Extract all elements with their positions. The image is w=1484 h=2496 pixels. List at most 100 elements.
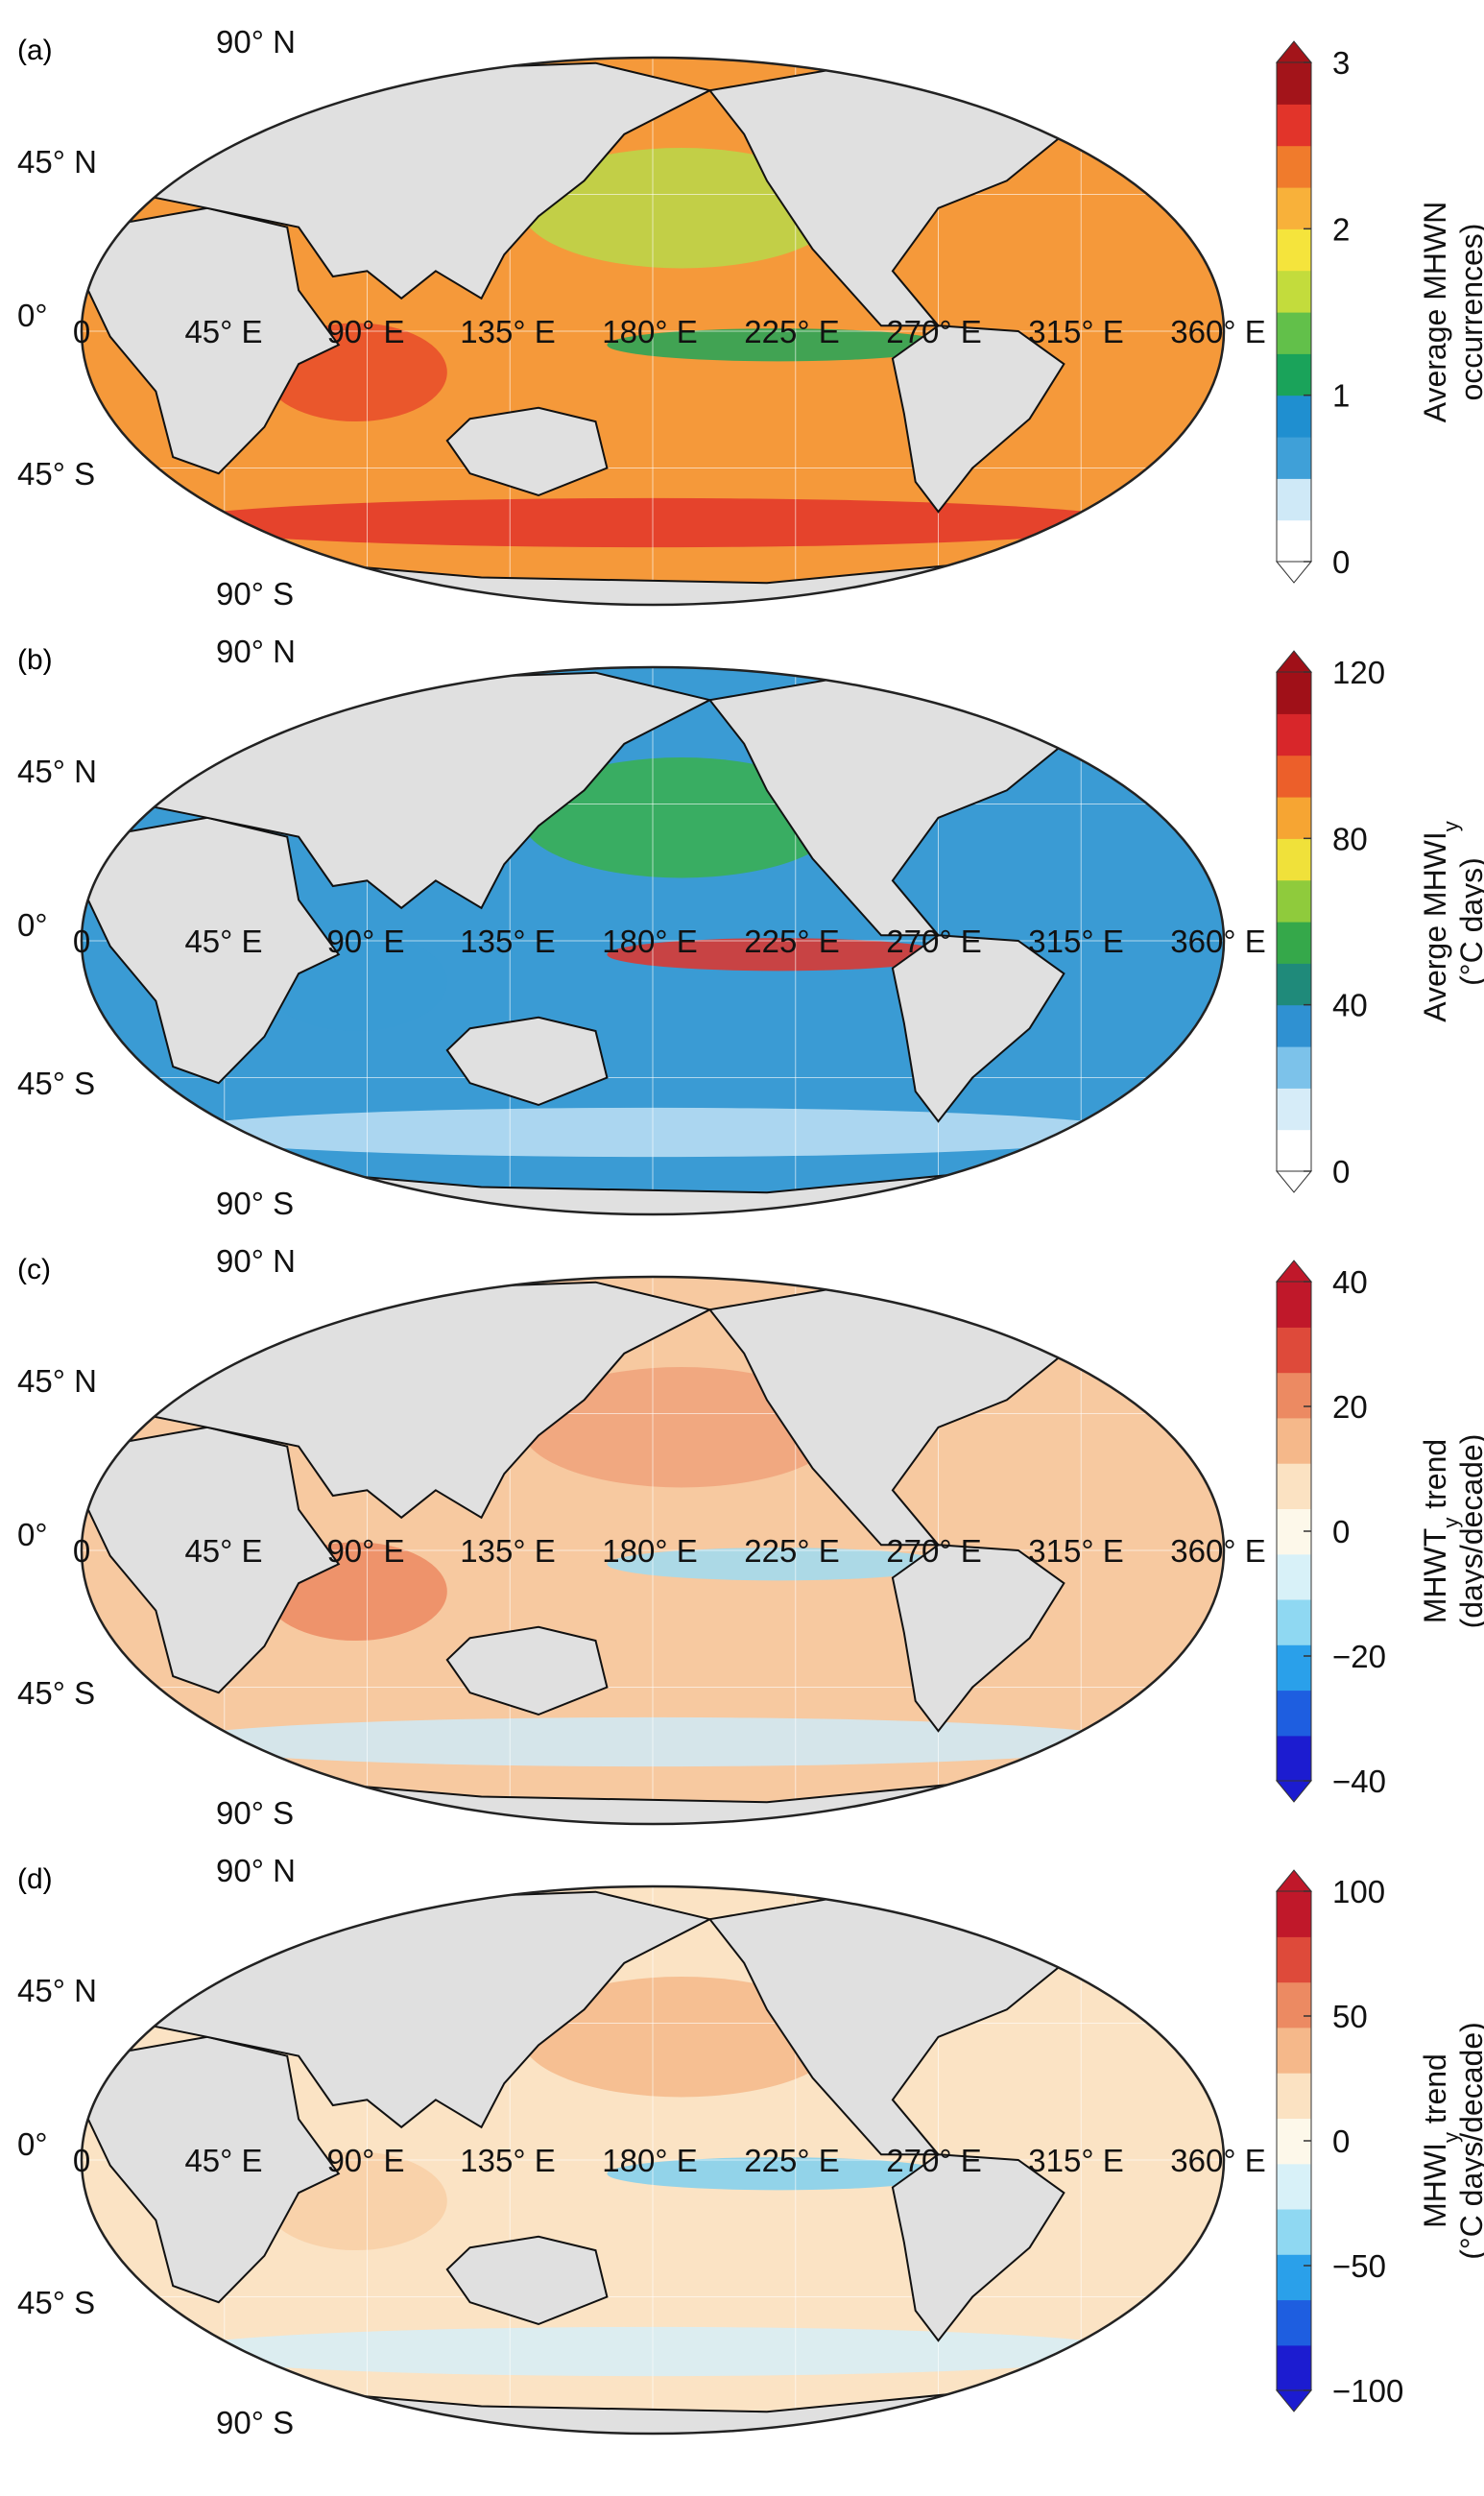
- land-australia: [445, 1625, 609, 1716]
- colorbar-title: MHWTy trend: [1418, 1439, 1463, 1623]
- lon-label: 90° E: [326, 314, 404, 349]
- lon-label: 360° E: [1170, 2143, 1265, 2178]
- land-samerica: [891, 2153, 1065, 2342]
- panel-d: (d) 90° N 45° N 0° 45° S 90° S 0 45° E 90° E 135°…: [17, 1853, 1484, 2440]
- colorbar-segment: [1277, 2073, 1311, 2119]
- lon-label: 180° E: [602, 1533, 697, 1569]
- colorbar-segment: [1277, 922, 1311, 964]
- colorbar-max-cap: [1275, 650, 1313, 673]
- map: [82, 667, 1224, 1214]
- colorbar-segment: [1277, 187, 1311, 229]
- colorbar-segment: [1277, 312, 1311, 354]
- lat-label-45n: 45° N: [17, 754, 97, 789]
- colorbar-segment: [1277, 1553, 1311, 1600]
- colorbar-tick-label: −20: [1332, 1639, 1386, 1674]
- colorbar-segment: [1277, 838, 1311, 881]
- ocean-anomaly-equatorial-pacific: [607, 938, 950, 972]
- panel-label: (b): [17, 644, 53, 676]
- colorbar-tick-label: 3: [1332, 45, 1350, 81]
- colorbar-segment: [1277, 1891, 1311, 1937]
- colorbar-segment: [1277, 2027, 1311, 2074]
- ocean-anomaly-equatorial-pacific: [607, 1548, 950, 1581]
- lat-label-45s: 45° S: [17, 456, 95, 492]
- colorbar-segment: [1277, 104, 1311, 147]
- lat-label-0: 0°: [17, 298, 48, 333]
- colorbar-segment: [1277, 1417, 1311, 1464]
- colorbar-title-tail: trend: [1418, 1439, 1452, 1518]
- lon-label: 0: [73, 314, 90, 349]
- land-africa: [82, 816, 341, 1085]
- colorbar-title-line2: (°C days): [1454, 857, 1484, 986]
- lat-label-45n: 45° N: [17, 144, 97, 180]
- lon-label: 315° E: [1028, 1533, 1123, 1569]
- colorbar-title-line1: MHWI: [1418, 2143, 1452, 2228]
- lat-label-90s: 90° S: [216, 1795, 294, 1831]
- lat-label-45s: 45° S: [17, 1675, 95, 1711]
- colorbar-min-cap: [1275, 2389, 1313, 2412]
- colorbar-tick-label: −100: [1332, 2373, 1403, 2409]
- lon-label: 225° E: [744, 314, 839, 349]
- lon-label: 45° E: [184, 924, 262, 959]
- lon-label: 0: [73, 2143, 90, 2178]
- colorbar-title: MHWIy trend: [1418, 2053, 1463, 2228]
- colorbar-max-cap: [1275, 1869, 1313, 1892]
- colorbar-segment: [1277, 1690, 1311, 1737]
- colorbar-max-cap: [1275, 1260, 1313, 1283]
- colorbar-segment: [1277, 270, 1311, 313]
- lon-label: 180° E: [602, 924, 697, 959]
- colorbar-segment: [1277, 713, 1311, 756]
- colorbar-tick-label: 20: [1332, 1389, 1368, 1425]
- lon-label: 360° E: [1170, 314, 1265, 349]
- colorbar-tick-label: 1: [1332, 378, 1350, 414]
- lat-label-90s: 90° S: [216, 576, 294, 612]
- lat-label-90n: 90° N: [216, 1243, 296, 1279]
- colorbar-title-line1: Averge MHWI: [1418, 831, 1452, 1022]
- lon-label: 90° E: [326, 924, 404, 959]
- colorbar-segment: [1277, 1004, 1311, 1047]
- lon-label: 360° E: [1170, 1533, 1265, 1569]
- colorbar-title-line1: MHWT: [1418, 1528, 1452, 1624]
- colorbar-segment: [1277, 797, 1311, 839]
- map-frame: [80, 56, 1226, 607]
- colorbar-title-sub: y: [1439, 821, 1463, 831]
- colorbar-tick-label: 120: [1332, 655, 1385, 690]
- colorbar-tick-label: 40: [1332, 1264, 1368, 1300]
- lon-label: 0: [73, 1533, 90, 1569]
- lon-label: 45° E: [184, 2143, 262, 2178]
- colorbar-segment: [1277, 1327, 1311, 1374]
- map-frame: [80, 1884, 1226, 2436]
- colorbar-title-sub: y: [1439, 2132, 1463, 2143]
- panel-b: (b) 90° N 45° N 0° 45° S 90° S 0 45° E 90° E 135°…: [17, 634, 1484, 1221]
- lon-label: 180° E: [602, 314, 697, 349]
- colorbar-segment: [1277, 1598, 1311, 1645]
- colorbar-title: Average MHWN: [1418, 202, 1452, 423]
- ocean-anomaly-north-pacific: [521, 1977, 842, 2098]
- lon-label: 225° E: [744, 924, 839, 959]
- colorbar-segment: [1277, 2344, 1311, 2391]
- ocean-anomaly-equatorial-pacific: [607, 2157, 950, 2191]
- lat-label-45s: 45° S: [17, 1066, 95, 1101]
- lon-label: 315° E: [1028, 314, 1123, 349]
- lat-label-90n: 90° N: [216, 24, 296, 60]
- lon-label: 270° E: [886, 924, 981, 959]
- map-frame: [80, 1275, 1226, 1826]
- colorbar-segment: [1277, 228, 1311, 272]
- colorbar-min-cap: [1275, 1780, 1313, 1803]
- panel-c: (c) 90° N 45° N 0° 45° S 90° S 0 45° E 90° E 135°…: [17, 1243, 1484, 1831]
- land-australia: [445, 2235, 609, 2326]
- lon-label: 225° E: [744, 1533, 839, 1569]
- lon-label: 90° E: [326, 1533, 404, 1569]
- panel-label: (d): [17, 1863, 53, 1895]
- colorbar-title-tail: trend: [1418, 2053, 1452, 2132]
- colorbar-tick-label: 40: [1332, 988, 1368, 1023]
- colorbar-segment: [1277, 1372, 1311, 1419]
- colorbar-tick-label: 0: [1332, 1514, 1350, 1549]
- colorbar-segment: [1277, 963, 1311, 1006]
- colorbar-segment: [1277, 1282, 1311, 1328]
- lon-label: 135° E: [460, 924, 555, 959]
- colorbar-max-cap: [1275, 40, 1313, 63]
- colorbar-segment: [1277, 1088, 1311, 1131]
- lon-label: 45° E: [184, 314, 262, 349]
- colorbar-tick-label: 50: [1332, 1999, 1368, 2034]
